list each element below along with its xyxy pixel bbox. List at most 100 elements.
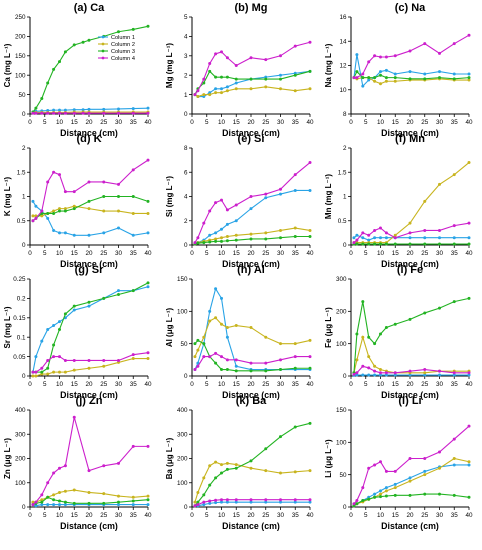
data-point bbox=[193, 342, 197, 346]
data-point bbox=[452, 72, 456, 76]
data-point bbox=[293, 44, 297, 48]
data-point bbox=[63, 207, 67, 211]
data-point bbox=[308, 500, 312, 504]
data-point bbox=[72, 415, 76, 419]
data-point bbox=[46, 358, 50, 362]
x-tick-label: 20 bbox=[406, 119, 414, 126]
data-point bbox=[31, 199, 35, 203]
x-tick-label: 15 bbox=[71, 119, 79, 126]
data-point bbox=[293, 498, 297, 502]
data-point bbox=[72, 111, 76, 115]
data-point bbox=[467, 242, 471, 246]
data-point bbox=[408, 457, 412, 460]
x-tick-label: 40 bbox=[306, 381, 314, 388]
y-axis-label: K (mg L⁻¹) bbox=[3, 177, 12, 217]
x-tick-label: 10 bbox=[218, 119, 226, 126]
data-point bbox=[467, 221, 471, 225]
data-point bbox=[63, 312, 67, 316]
x-tick-label: 5 bbox=[205, 512, 209, 519]
data-point bbox=[214, 460, 218, 464]
panel-4: (e) Si 0 2 4 6 8 0 5 10 15 20 25 30 35 40 Distance (cm)… bbox=[165, 133, 314, 269]
data-point bbox=[225, 368, 229, 372]
x-tick-label: 5 bbox=[205, 119, 209, 126]
y-tick-label: 0.05 bbox=[13, 354, 26, 361]
y-axis-label: Fe (μg L⁻¹) bbox=[324, 307, 333, 348]
x-tick-label: 0 bbox=[28, 250, 32, 257]
data-point bbox=[202, 476, 206, 480]
data-point bbox=[34, 374, 38, 378]
x-tick-label: 10 bbox=[218, 512, 226, 519]
series-line-col1 bbox=[32, 107, 149, 113]
data-point bbox=[117, 500, 120, 504]
data-point bbox=[46, 327, 50, 331]
data-point bbox=[438, 466, 441, 470]
x-tick-label: 5 bbox=[205, 250, 209, 257]
data-point bbox=[379, 236, 382, 240]
data-point bbox=[102, 358, 106, 362]
data-point bbox=[355, 242, 359, 246]
data-point bbox=[58, 499, 61, 503]
data-point bbox=[63, 464, 67, 468]
data-point bbox=[423, 373, 427, 377]
data-point bbox=[202, 81, 206, 85]
data-point bbox=[234, 81, 238, 85]
x-tick-label: 20 bbox=[406, 381, 414, 388]
panel-title: (k) Ba bbox=[236, 395, 267, 407]
data-point bbox=[208, 501, 212, 505]
data-point bbox=[249, 498, 253, 502]
panel-10: (k) Ba 0 100 200 300 400 0 5 10 15 20 25 30 35 40 Dista… bbox=[165, 395, 314, 531]
x-tick-label: 10 bbox=[56, 119, 64, 126]
y-tick-label: 0 bbox=[343, 504, 347, 511]
data-point bbox=[214, 287, 218, 291]
data-point bbox=[146, 211, 150, 215]
series-line-col1 bbox=[353, 464, 469, 507]
x-tick-label: 20 bbox=[406, 250, 414, 257]
x-tick-label: 40 bbox=[306, 119, 314, 126]
x-axis-label: Distance (cm) bbox=[60, 521, 118, 531]
data-point bbox=[196, 490, 200, 494]
data-point bbox=[214, 201, 218, 205]
x-tick-label: 35 bbox=[130, 250, 138, 257]
data-point bbox=[308, 366, 312, 370]
data-point bbox=[220, 87, 223, 91]
data-point bbox=[52, 111, 56, 115]
data-point bbox=[72, 501, 76, 505]
data-point bbox=[214, 501, 218, 505]
data-point bbox=[279, 77, 282, 81]
data-point bbox=[293, 366, 297, 370]
x-tick-label: 20 bbox=[247, 119, 255, 126]
data-point bbox=[355, 233, 359, 237]
y-tick-label: 300 bbox=[177, 431, 188, 438]
legend-marker bbox=[101, 56, 105, 60]
y-tick-label: 0 bbox=[343, 242, 347, 249]
x-tick-label: 0 bbox=[28, 381, 32, 388]
data-point bbox=[146, 285, 150, 289]
data-point bbox=[384, 76, 388, 80]
data-point bbox=[72, 304, 76, 308]
data-point bbox=[379, 460, 382, 464]
y-tick-label: 0.5 bbox=[17, 218, 26, 225]
x-axis-label: Distance (cm) bbox=[222, 390, 280, 400]
data-point bbox=[393, 322, 397, 326]
series-line-col2 bbox=[353, 335, 469, 374]
data-point bbox=[264, 58, 268, 62]
data-point bbox=[249, 459, 253, 463]
data-point bbox=[355, 499, 359, 503]
data-point bbox=[81, 111, 85, 115]
data-point bbox=[373, 369, 377, 373]
data-point bbox=[264, 500, 268, 504]
y-tick-label: 100 bbox=[177, 309, 188, 316]
data-point bbox=[146, 24, 150, 28]
data-point bbox=[220, 75, 223, 79]
data-point bbox=[225, 500, 229, 504]
x-tick-label: 20 bbox=[85, 119, 93, 126]
data-point bbox=[87, 180, 91, 184]
data-point bbox=[361, 76, 365, 80]
data-point bbox=[249, 87, 253, 91]
data-point bbox=[408, 236, 412, 240]
data-point bbox=[367, 60, 371, 64]
panel-7: (h) Al 0 50 100 150 0 5 10 15 20 25 30 35 40 Distance … bbox=[165, 264, 314, 400]
y-tick-label: 100 bbox=[336, 440, 347, 447]
data-point bbox=[58, 355, 61, 359]
data-point bbox=[63, 503, 67, 507]
